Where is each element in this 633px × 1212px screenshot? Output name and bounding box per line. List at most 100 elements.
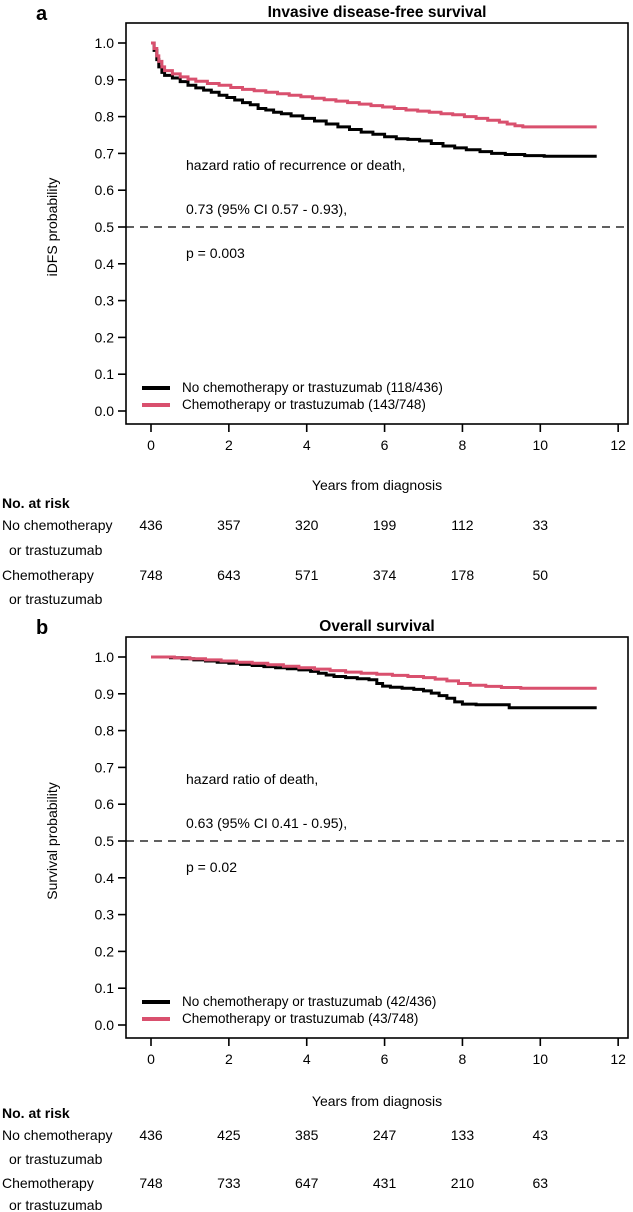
x-tick-label: 10 xyxy=(533,1051,549,1067)
risk-table-header: No. at risk xyxy=(2,495,70,511)
risk-count: 643 xyxy=(217,567,241,583)
annotation-p-value: p = 0.003 xyxy=(186,245,245,261)
x-tick-label: 2 xyxy=(225,437,233,453)
survival-curves xyxy=(151,41,597,158)
y-tick-label: 0.2 xyxy=(95,329,115,345)
y-tick-label: 0.0 xyxy=(95,1017,115,1033)
risk-row-label-chemo-2: or trastuzumab xyxy=(9,1197,103,1212)
risk-count: 733 xyxy=(217,1175,241,1191)
risk-count: 571 xyxy=(295,567,319,583)
risk-count: 385 xyxy=(295,1127,319,1143)
legend-label-no-chemo: No chemotherapy or trastuzumab (42/436) xyxy=(182,994,436,1009)
risk-count: 436 xyxy=(139,1127,163,1143)
risk-count: 112 xyxy=(451,517,474,533)
survival-curves xyxy=(151,655,597,710)
y-tick-label: 0.7 xyxy=(95,759,115,775)
x-tick-label: 4 xyxy=(303,437,311,453)
km-curve-no-chemo xyxy=(151,655,597,710)
plot-frame xyxy=(125,22,629,425)
annotation-hr-value: 0.63 (95% CI 0.41 - 0.95), xyxy=(186,815,347,831)
panel-letter: a xyxy=(36,3,48,25)
y-tick-label: 0.5 xyxy=(95,219,115,235)
risk-count: 748 xyxy=(139,567,163,583)
x-tick-label: 12 xyxy=(610,437,626,453)
x-tick-label: 0 xyxy=(147,1051,155,1067)
y-tick-label: 0.0 xyxy=(95,403,115,419)
risk-counts-chemo: 748 643 571 374 178 50 xyxy=(139,567,548,583)
risk-count: 50 xyxy=(533,567,549,583)
legend-label-chemo: Chemotherapy or trastuzumab (43/748) xyxy=(182,1011,418,1026)
risk-counts-no-chemo: 436 357 320 199 112 33 xyxy=(139,517,548,533)
x-tick-label: 8 xyxy=(459,1051,467,1067)
risk-count: 133 xyxy=(451,1127,475,1143)
y-tick-label: 0.6 xyxy=(95,182,115,198)
annotation-hr-label: hazard ratio of recurrence or death, xyxy=(186,157,405,173)
y-tick-label: 1.0 xyxy=(95,35,115,51)
y-axis: 1.0 0.9 0.8 0.7 0.6 0.5 0.4 0.3 0.2 0.1 0.0 xyxy=(95,649,126,1033)
y-tick-label: 0.2 xyxy=(95,943,115,959)
panel-b: b Overall survival 1.0 0.9 0.8 0.7 0.6 0.5 0.4… xyxy=(2,617,629,1212)
risk-count: 374 xyxy=(373,567,397,583)
risk-count: 199 xyxy=(373,517,397,533)
risk-row-label-chemo: Chemotherapy xyxy=(2,1175,94,1191)
chart-title: Invasive disease-free survival xyxy=(268,4,487,21)
risk-row-label-chemo: Chemotherapy xyxy=(2,567,94,583)
risk-count: 748 xyxy=(139,1175,163,1191)
x-tick-label: 10 xyxy=(533,437,549,453)
risk-count: 431 xyxy=(373,1175,397,1191)
risk-row-label-no-chemo: No chemotherapy xyxy=(2,517,113,533)
risk-count: 436 xyxy=(139,517,163,533)
x-tick-label: 0 xyxy=(147,437,155,453)
km-curve-no-chemo xyxy=(151,41,597,158)
y-tick-label: 0.4 xyxy=(95,870,115,886)
x-tick-label: 12 xyxy=(610,1051,626,1067)
risk-count: 63 xyxy=(533,1175,549,1191)
risk-row-label-no-chemo: No chemotherapy xyxy=(2,1127,113,1143)
y-tick-label: 0.8 xyxy=(95,723,115,739)
y-tick-label: 0.9 xyxy=(95,686,115,702)
risk-table-header: No. at risk xyxy=(2,1105,70,1121)
x-tick-label: 2 xyxy=(225,1051,233,1067)
y-tick-label: 0.6 xyxy=(95,796,115,812)
y-tick-label: 0.5 xyxy=(95,833,115,849)
x-axis: 0 2 4 6 8 10 12 xyxy=(147,1038,626,1067)
risk-row-label-chemo-2: or trastuzumab xyxy=(9,591,103,606)
y-tick-label: 1.0 xyxy=(95,649,115,665)
risk-count: 178 xyxy=(451,567,475,583)
km-curve-chemo xyxy=(151,655,597,690)
legend-label-no-chemo: No chemotherapy or trastuzumab (118/436) xyxy=(182,380,443,395)
y-tick-label: 0.9 xyxy=(95,72,115,88)
x-tick-label: 6 xyxy=(381,437,389,453)
x-axis-title: Years from diagnosis xyxy=(312,477,442,493)
risk-count: 43 xyxy=(533,1127,549,1143)
plot-frame xyxy=(125,636,629,1039)
y-axis-title: Survival probability xyxy=(44,782,60,900)
risk-row-label-no-chemo-2: or trastuzumab xyxy=(9,542,103,558)
annotation-hr-label: hazard ratio of death, xyxy=(186,771,318,787)
risk-count: 357 xyxy=(217,517,241,533)
risk-counts-no-chemo: 436 425 385 247 133 43 xyxy=(139,1127,548,1143)
annotation-p-value: p = 0.02 xyxy=(186,859,237,875)
risk-row-label-no-chemo-2: or trastuzumab xyxy=(9,1151,103,1167)
annotation-hr-value: 0.73 (95% CI 0.57 - 0.93), xyxy=(186,201,347,217)
y-tick-label: 0.3 xyxy=(95,293,115,309)
panel-a: a Invasive disease-free survival 1.0 0.9 0… xyxy=(2,3,629,606)
risk-count: 647 xyxy=(295,1175,319,1191)
risk-count: 33 xyxy=(533,517,549,533)
x-axis: 0 2 4 6 8 10 12 xyxy=(147,424,626,453)
risk-count: 247 xyxy=(373,1127,397,1143)
x-tick-label: 8 xyxy=(459,437,467,453)
risk-count: 210 xyxy=(451,1175,475,1191)
legend-label-chemo: Chemotherapy or trastuzumab (143/748) xyxy=(182,397,426,412)
y-tick-label: 0.1 xyxy=(95,366,115,382)
chart-title: Overall survival xyxy=(319,618,434,635)
y-tick-label: 0.1 xyxy=(95,980,115,996)
risk-counts-chemo: 748 733 647 431 210 63 xyxy=(139,1175,548,1191)
x-tick-label: 6 xyxy=(381,1051,389,1067)
y-tick-label: 0.8 xyxy=(95,109,115,125)
x-tick-label: 4 xyxy=(303,1051,311,1067)
risk-count: 320 xyxy=(295,517,319,533)
x-axis-title: Years from diagnosis xyxy=(312,1093,442,1109)
y-tick-label: 0.7 xyxy=(95,145,115,161)
